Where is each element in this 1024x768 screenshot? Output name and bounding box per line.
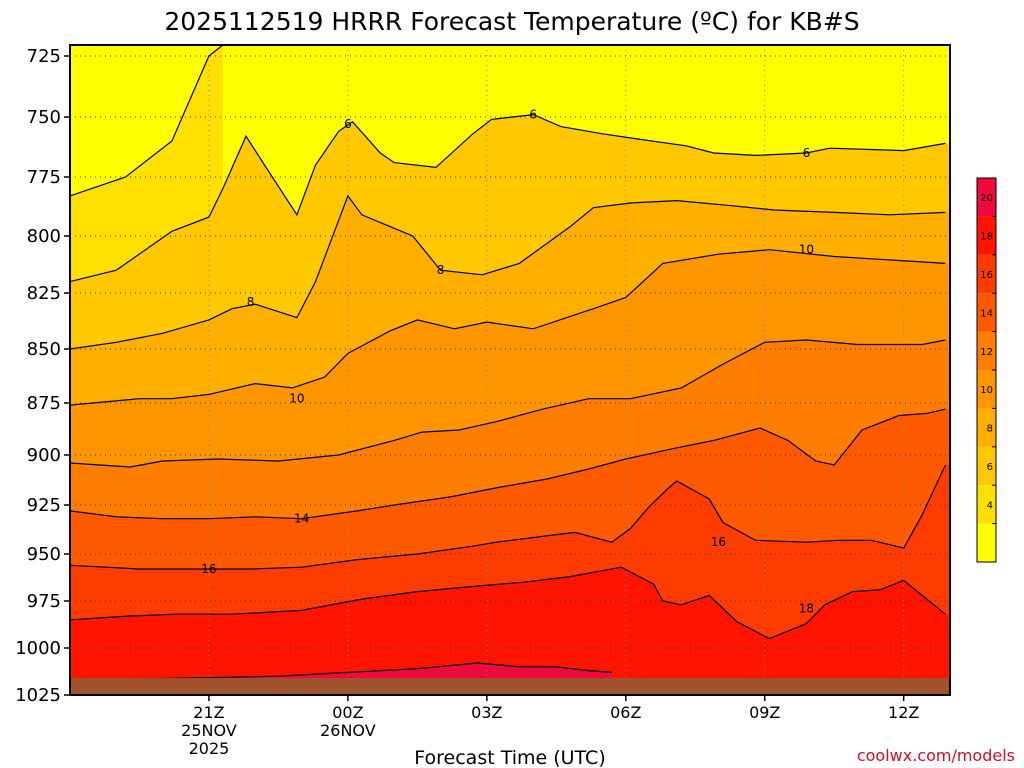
x-tick-label: 2025 <box>189 739 230 758</box>
colorbar-tick-label: 18 <box>980 232 993 243</box>
contour-label-14: 14 <box>294 512 309 526</box>
colorbar-swatch <box>977 408 996 447</box>
ground-surface <box>70 678 950 695</box>
isotherm-14 <box>69 408 946 520</box>
y-tick-label: 875 <box>27 393 61 414</box>
x-axis-label: Forecast Time (UTC) <box>414 747 605 768</box>
contour-label-6: 6 <box>803 146 811 160</box>
contour-label-16: 16 <box>711 535 726 549</box>
y-tick-label: 1025 <box>15 685 61 706</box>
y-tick-label: 975 <box>27 591 61 612</box>
isotherm-12 <box>69 339 946 468</box>
colorbar-tick-label: 6 <box>987 462 993 473</box>
chart-title: 2025112519 HRRR Forecast Temperature (ºC… <box>164 7 859 36</box>
band-above-18 <box>70 567 950 695</box>
contour-label-18: 18 <box>799 602 814 616</box>
credit-link[interactable]: coolwx.com/models <box>857 746 1015 765</box>
x-tick-label: 00Z <box>332 703 363 722</box>
y-tick-label: 900 <box>27 445 61 466</box>
y-tick-label: 725 <box>27 46 61 67</box>
isotherm-10 <box>69 249 946 406</box>
colorbar-tick-label: 14 <box>980 308 993 319</box>
y-tick-label: 950 <box>27 544 61 565</box>
contour-label-16: 16 <box>201 562 216 576</box>
colorbar: 4 6 8 10 12 14 16 18 20 <box>976 177 997 563</box>
isotherm-20 <box>69 662 612 681</box>
colorbar-swatch <box>977 523 996 562</box>
isotherm-18 <box>69 566 946 640</box>
ground-fill <box>70 678 950 695</box>
y-tick-label: 825 <box>27 283 61 304</box>
colorbar-swatch <box>977 216 996 255</box>
x-tick-label: 21Z <box>193 703 224 722</box>
isotherm-6 <box>69 113 946 283</box>
colorbar-tick-label: 4 <box>987 500 993 511</box>
isotherm-16 <box>69 464 946 570</box>
colorbar-tick-label: 8 <box>987 424 993 435</box>
isotherm-lines <box>69 44 946 681</box>
contour-label-6: 6 <box>529 108 537 122</box>
y-tick-label: 800 <box>27 226 61 247</box>
colorbar-swatch <box>977 370 996 409</box>
contour-label-8: 8 <box>247 295 255 309</box>
colorbar-tick-label: 10 <box>980 385 993 396</box>
grid-lines <box>70 45 950 696</box>
colorbar-swatch <box>977 293 996 332</box>
colorbar-tick-label: 16 <box>980 270 993 281</box>
colorbar-swatch <box>977 178 996 217</box>
contour-labels: 6 6 6 8 8 10 10 14 16 16 18 <box>201 108 814 616</box>
y-tick-label: 925 <box>27 495 61 516</box>
x-tick-label: 06Z <box>610 703 641 722</box>
contour-label-6: 6 <box>344 117 352 131</box>
y-tick-label: 750 <box>27 107 61 128</box>
y-axis: 725 750 775 800 825 850 875 900 925 950 975 1000 102… <box>15 46 70 706</box>
colorbar-swatch <box>977 331 996 370</box>
colorbar-swatch <box>977 485 996 524</box>
colorbar-tick-label: 12 <box>980 347 993 358</box>
contour-label-10: 10 <box>289 392 304 406</box>
y-tick-label: 775 <box>27 167 61 188</box>
isotherm-8 <box>69 194 946 350</box>
colorbar-tick-label: 20 <box>980 193 993 204</box>
contour-label-8: 8 <box>437 263 445 277</box>
x-tick-label: 09Z <box>749 703 780 722</box>
temperature-fills <box>70 45 950 696</box>
y-tick-label: 1000 <box>15 638 61 659</box>
y-tick-label: 850 <box>27 339 61 360</box>
x-tick-label: 25NOV <box>181 721 237 740</box>
x-tick-label: 03Z <box>471 703 502 722</box>
x-tick-label: 12Z <box>888 703 919 722</box>
colorbar-swatch <box>977 254 996 294</box>
colorbar-swatch <box>977 446 996 486</box>
x-tick-label: 26NOV <box>320 721 376 740</box>
contour-label-10: 10 <box>799 243 814 257</box>
isotherm-4 <box>69 44 224 197</box>
plot-frame <box>69 44 951 696</box>
